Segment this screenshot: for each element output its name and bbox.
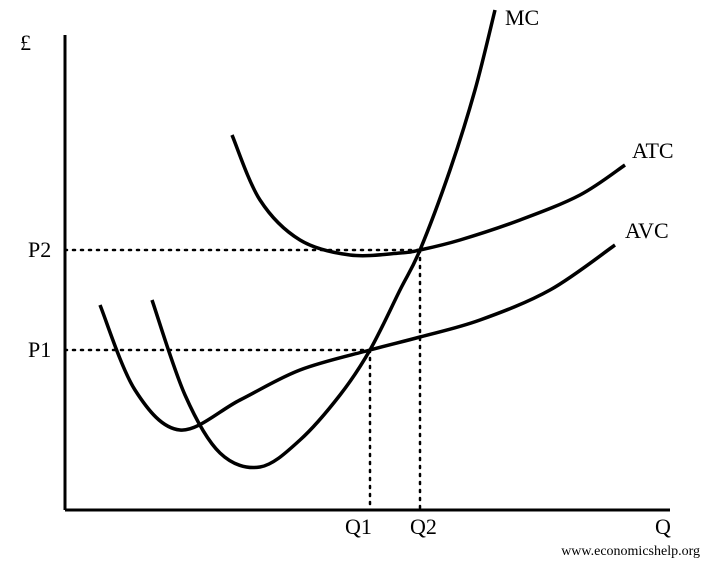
avc-curve: [100, 245, 615, 430]
mc-curve: [152, 10, 495, 468]
p1-label: P1: [28, 337, 51, 362]
q1-label: Q1: [345, 514, 372, 539]
avc-label: AVC: [625, 218, 669, 243]
mc-label: MC: [505, 5, 539, 30]
q2-label: Q2: [410, 514, 437, 539]
p2-label: P2: [28, 237, 51, 262]
y-axis-label: £: [20, 30, 31, 55]
atc-label: ATC: [632, 138, 674, 163]
atc-curve: [232, 135, 625, 256]
credit-text: www.economicshelp.org: [561, 544, 700, 559]
cost-curves-chart: £ P2 P1 Q1 Q2 Q MC ATC AVC www.economicshelp.org: [0, 0, 714, 575]
x-axis-label: Q: [655, 514, 671, 539]
chart-svg: £ P2 P1 Q1 Q2 Q MC ATC AVC www.economicshelp.org: [0, 0, 714, 575]
